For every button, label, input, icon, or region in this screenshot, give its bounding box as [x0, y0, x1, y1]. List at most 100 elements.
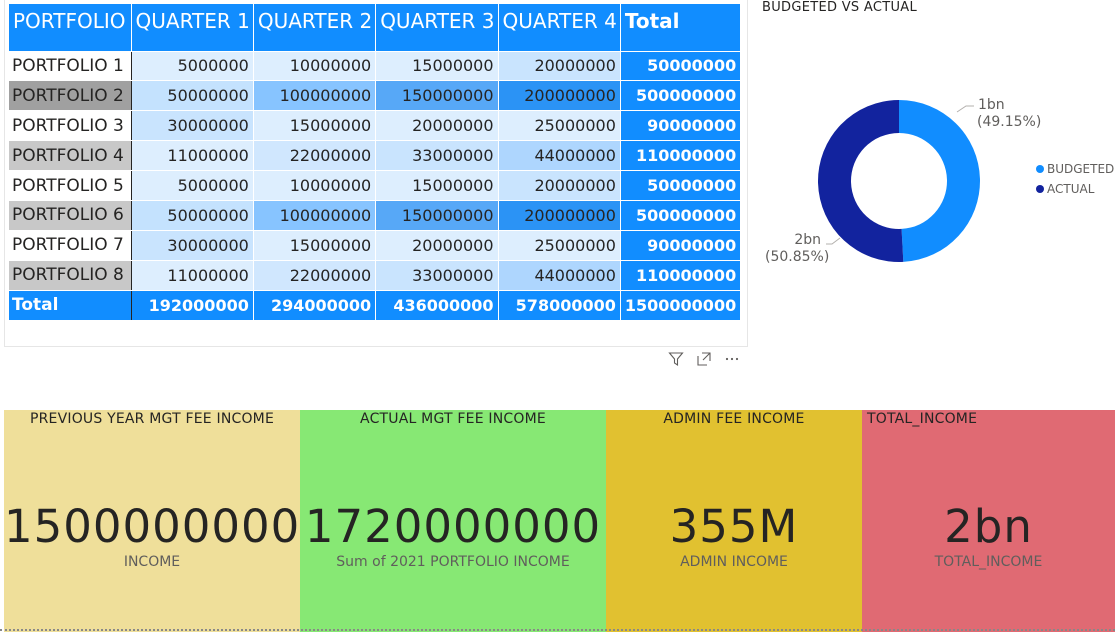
cell-q2: 10000000	[253, 51, 377, 82]
card-title: PREVIOUS YEAR MGT FEE INCOME	[29, 411, 275, 427]
cell-q2: 22000000	[253, 260, 377, 291]
cell-q4: 25000000	[498, 230, 621, 261]
cell-q3: 33000000	[375, 260, 499, 291]
matrix-header-row: PORTFOLIO QUARTER 1 QUARTER 2 QUARTER 3 …	[9, 4, 742, 52]
table-row[interactable]: PORTFOLIO 2 50000000 100000000 150000000…	[9, 80, 742, 112]
card-subtitle: ADMIN INCOME	[680, 554, 788, 570]
cell-q1: 5000000	[131, 51, 254, 82]
card-admin-fee[interactable]: ADMIN FEE INCOME 355M ADMIN INCOME	[606, 410, 862, 632]
cell-q4: 200000000	[498, 80, 621, 112]
cell-q1: 50000000	[131, 80, 254, 112]
legend-dot-budgeted	[1036, 165, 1044, 173]
cell-q3: 20000000	[375, 110, 499, 142]
card-title: ADMIN FEE INCOME	[663, 411, 805, 427]
legend-item-budgeted[interactable]: BUDGETED	[1036, 162, 1114, 176]
cell-q4: 44000000	[498, 140, 621, 172]
card-value: 2bn	[944, 500, 1033, 553]
donut-chart-title: BUDGETED VS ACTUAL	[762, 0, 918, 15]
table-row[interactable]: PORTFOLIO 1 5000000 10000000 15000000 20…	[9, 51, 742, 82]
donut-legend: BUDGETED ACTUAL	[1036, 162, 1114, 202]
card-subtitle: INCOME	[123, 554, 181, 570]
card-total-income[interactable]: TOTAL_INCOME 2bn TOTAL_INCOME	[862, 410, 1115, 632]
leader-line-budgeted	[956, 105, 974, 113]
actual-amount: 2bn	[794, 232, 821, 248]
matrix-total-row: Total 192000000 294000000 436000000 5780…	[9, 290, 742, 321]
header-total[interactable]: Total	[620, 4, 742, 52]
row-label[interactable]: PORTFOLIO 2	[9, 80, 132, 112]
budgeted-percent: (49.15%)	[977, 114, 1042, 130]
cell-q1: 30000000	[131, 110, 254, 142]
header-quarter-3[interactable]: QUARTER 3	[375, 4, 499, 52]
cell-q3: 20000000	[375, 230, 499, 261]
table-row[interactable]: PORTFOLIO 4 11000000 22000000 33000000 4…	[9, 140, 742, 172]
portfolio-matrix[interactable]: PORTFOLIO QUARTER 1 QUARTER 2 QUARTER 3 …	[9, 4, 742, 321]
table-row[interactable]: PORTFOLIO 6 50000000 100000000 150000000…	[9, 200, 742, 231]
cell-total: 90000000	[620, 230, 742, 261]
leader-line-actual	[826, 237, 841, 245]
row-label[interactable]: PORTFOLIO 3	[9, 110, 132, 142]
card-title: TOTAL_INCOME	[867, 411, 978, 427]
focus-mode-icon[interactable]	[696, 351, 712, 367]
cell-q2: 15000000	[253, 110, 377, 142]
card-subtitle: TOTAL_INCOME	[934, 554, 1043, 570]
actual-percent: (50.85%)	[765, 249, 830, 265]
cell-q2: 15000000	[253, 230, 377, 261]
cell-q3: 15000000	[375, 51, 499, 82]
total-q1: 192000000	[131, 290, 254, 321]
table-row[interactable]: PORTFOLIO 8 11000000 22000000 33000000 4…	[9, 260, 742, 291]
legend-label-actual: ACTUAL	[1047, 182, 1095, 196]
card-value: 1720000000	[304, 500, 602, 553]
table-row[interactable]: PORTFOLIO 7 30000000 15000000 20000000 2…	[9, 230, 742, 261]
header-quarter-4[interactable]: QUARTER 4	[498, 4, 621, 52]
cell-q1: 11000000	[131, 260, 254, 291]
total-q4: 578000000	[498, 290, 621, 321]
card-previous-year-mgt-fee[interactable]: PREVIOUS YEAR MGT FEE INCOME 1500000000 …	[4, 410, 300, 632]
cell-total: 500000000	[620, 200, 742, 231]
card-actual-mgt-fee[interactable]: ACTUAL MGT FEE INCOME 1720000000 Sum of …	[300, 410, 606, 632]
cell-q2: 100000000	[253, 200, 377, 231]
table-row[interactable]: PORTFOLIO 3 30000000 15000000 20000000 2…	[9, 110, 742, 142]
filter-icon[interactable]	[668, 351, 684, 367]
donut-slice-budgeted[interactable]	[899, 100, 980, 262]
donut-slice-actual[interactable]	[817, 100, 904, 262]
cell-total: 110000000	[620, 140, 742, 172]
cell-q3: 150000000	[375, 200, 499, 231]
row-label[interactable]: PORTFOLIO 7	[9, 230, 132, 261]
more-options-icon[interactable]	[724, 351, 740, 367]
cell-q4: 25000000	[498, 110, 621, 142]
cell-total: 50000000	[620, 170, 742, 201]
cell-q3: 33000000	[375, 140, 499, 172]
budgeted-value-label: 1bn (49.15%)	[977, 97, 1041, 131]
cell-q4: 44000000	[498, 260, 621, 291]
table-row[interactable]: PORTFOLIO 5 5000000 10000000 15000000 20…	[9, 170, 742, 201]
cell-q2: 10000000	[253, 170, 377, 201]
row-label[interactable]: PORTFOLIO 1	[9, 51, 132, 82]
cell-q1: 30000000	[131, 230, 254, 261]
card-title: ACTUAL MGT FEE INCOME	[360, 411, 546, 427]
budgeted-amount: 1bn	[978, 97, 1005, 113]
legend-dot-actual	[1036, 185, 1044, 193]
donut-chart[interactable]	[760, 20, 1115, 350]
visual-header-icons	[668, 351, 740, 367]
header-quarter-1[interactable]: QUARTER 1	[131, 4, 254, 52]
row-label[interactable]: PORTFOLIO 8	[9, 260, 132, 291]
row-label[interactable]: PORTFOLIO 5	[9, 170, 132, 201]
row-label[interactable]: PORTFOLIO 6	[9, 200, 132, 231]
legend-item-actual[interactable]: ACTUAL	[1036, 182, 1114, 196]
total-row-label: Total	[9, 290, 132, 321]
legend-label-budgeted: BUDGETED	[1047, 162, 1115, 176]
cell-total: 90000000	[620, 110, 742, 142]
header-portfolio[interactable]: PORTFOLIO	[9, 4, 132, 52]
total-q3: 436000000	[375, 290, 499, 321]
header-quarter-2[interactable]: QUARTER 2	[253, 4, 377, 52]
cell-q4: 200000000	[498, 200, 621, 231]
card-value: 355M	[669, 500, 799, 553]
cell-total: 110000000	[620, 260, 742, 291]
cell-q1: 11000000	[131, 140, 254, 172]
row-label[interactable]: PORTFOLIO 4	[9, 140, 132, 172]
grand-total: 1500000000	[620, 290, 742, 321]
cell-q1: 50000000	[131, 200, 254, 231]
total-q2: 294000000	[253, 290, 377, 321]
cell-q4: 20000000	[498, 170, 621, 201]
canvas-divider	[0, 629, 1115, 632]
